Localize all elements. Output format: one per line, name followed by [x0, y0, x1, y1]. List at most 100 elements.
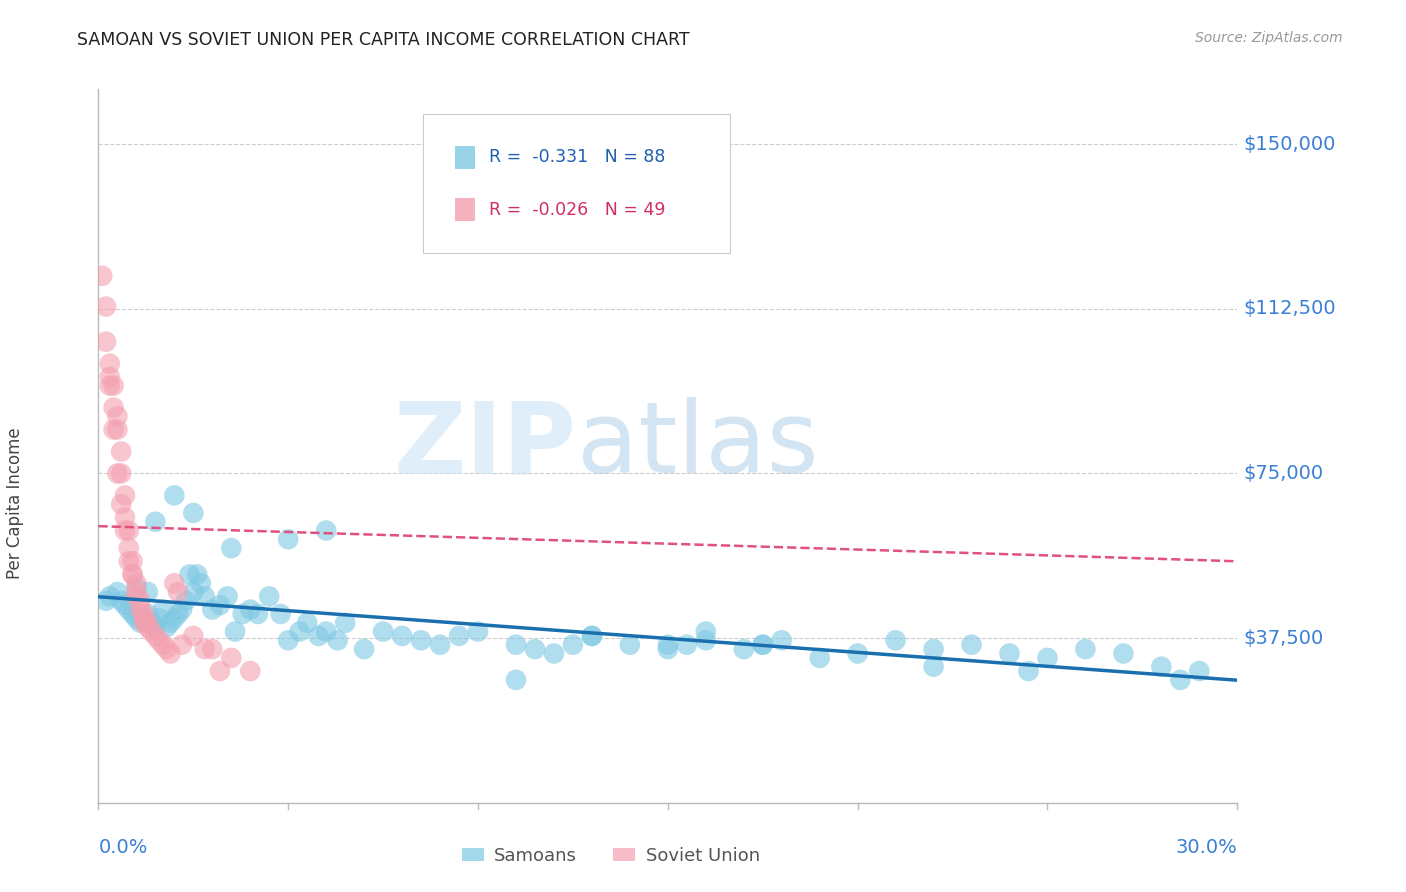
- Point: [1170, 673, 1192, 687]
- Point: [505, 638, 527, 652]
- Point: [163, 611, 186, 625]
- Point: [449, 629, 471, 643]
- Point: [183, 629, 205, 643]
- Point: [125, 590, 148, 604]
- Point: [174, 594, 197, 608]
- Point: [94, 300, 117, 314]
- Point: [391, 629, 413, 643]
- Point: [183, 585, 205, 599]
- Point: [125, 611, 148, 625]
- Text: 0.0%: 0.0%: [98, 838, 148, 857]
- Point: [246, 607, 269, 621]
- Point: [98, 369, 121, 384]
- Point: [129, 602, 152, 616]
- Point: [221, 541, 243, 555]
- Point: [411, 633, 433, 648]
- Point: [183, 506, 205, 520]
- Point: [326, 633, 349, 648]
- Point: [167, 585, 190, 599]
- Point: [467, 624, 489, 639]
- Point: [125, 585, 148, 599]
- Point: [121, 567, 143, 582]
- Point: [107, 423, 129, 437]
- Point: [1188, 664, 1211, 678]
- Point: [167, 607, 190, 621]
- Point: [114, 598, 136, 612]
- Point: [118, 602, 141, 616]
- Point: [770, 633, 793, 648]
- Point: [129, 615, 152, 630]
- Point: [156, 642, 179, 657]
- Point: [221, 651, 243, 665]
- Point: [148, 611, 170, 625]
- Text: Source: ZipAtlas.com: Source: ZipAtlas.com: [1195, 31, 1343, 45]
- Point: [121, 567, 143, 582]
- Text: $37,500: $37,500: [1243, 629, 1323, 648]
- Point: [98, 357, 121, 371]
- Point: [98, 378, 121, 392]
- Point: [156, 620, 179, 634]
- Point: [619, 638, 641, 652]
- Text: 30.0%: 30.0%: [1175, 838, 1237, 857]
- Point: [657, 638, 679, 652]
- Point: [114, 510, 136, 524]
- Point: [103, 401, 125, 415]
- Point: [194, 642, 217, 657]
- Point: [288, 624, 311, 639]
- Point: [676, 638, 699, 652]
- Point: [179, 567, 201, 582]
- FancyBboxPatch shape: [456, 145, 475, 169]
- Point: [159, 615, 181, 630]
- Point: [1036, 651, 1059, 665]
- Text: $150,000: $150,000: [1243, 135, 1336, 153]
- Text: R =  -0.331   N = 88: R = -0.331 N = 88: [489, 148, 665, 166]
- Point: [562, 638, 585, 652]
- Point: [217, 590, 239, 604]
- Point: [270, 607, 292, 621]
- Point: [922, 659, 945, 673]
- Point: [94, 334, 117, 349]
- Point: [277, 633, 299, 648]
- Point: [121, 607, 143, 621]
- FancyBboxPatch shape: [456, 198, 475, 221]
- Point: [657, 642, 679, 657]
- Point: [132, 607, 155, 621]
- Point: [752, 638, 775, 652]
- Point: [125, 576, 148, 591]
- Point: [132, 615, 155, 630]
- Point: [695, 624, 717, 639]
- Point: [145, 620, 167, 634]
- Point: [110, 594, 132, 608]
- Point: [163, 488, 186, 502]
- Point: [152, 638, 174, 652]
- Point: [922, 642, 945, 657]
- Point: [110, 467, 132, 481]
- Point: [581, 629, 603, 643]
- Point: [297, 615, 319, 630]
- Point: [194, 590, 217, 604]
- Point: [186, 567, 208, 582]
- Point: [118, 554, 141, 568]
- Point: [259, 590, 281, 604]
- Point: [232, 607, 254, 621]
- Point: [118, 524, 141, 538]
- Point: [239, 602, 262, 616]
- Legend: Samoans, Soviet Union: Samoans, Soviet Union: [454, 840, 768, 872]
- Point: [524, 642, 547, 657]
- Point: [335, 615, 357, 630]
- Point: [808, 651, 831, 665]
- Point: [110, 497, 132, 511]
- Point: [94, 594, 117, 608]
- Text: ZIP: ZIP: [394, 398, 576, 494]
- Point: [733, 642, 755, 657]
- Point: [129, 594, 152, 608]
- Point: [103, 378, 125, 392]
- FancyBboxPatch shape: [423, 114, 731, 253]
- Point: [1018, 664, 1040, 678]
- Point: [429, 638, 451, 652]
- Point: [152, 602, 174, 616]
- Point: [114, 524, 136, 538]
- Point: [159, 647, 181, 661]
- Point: [1150, 659, 1173, 673]
- Point: [107, 409, 129, 424]
